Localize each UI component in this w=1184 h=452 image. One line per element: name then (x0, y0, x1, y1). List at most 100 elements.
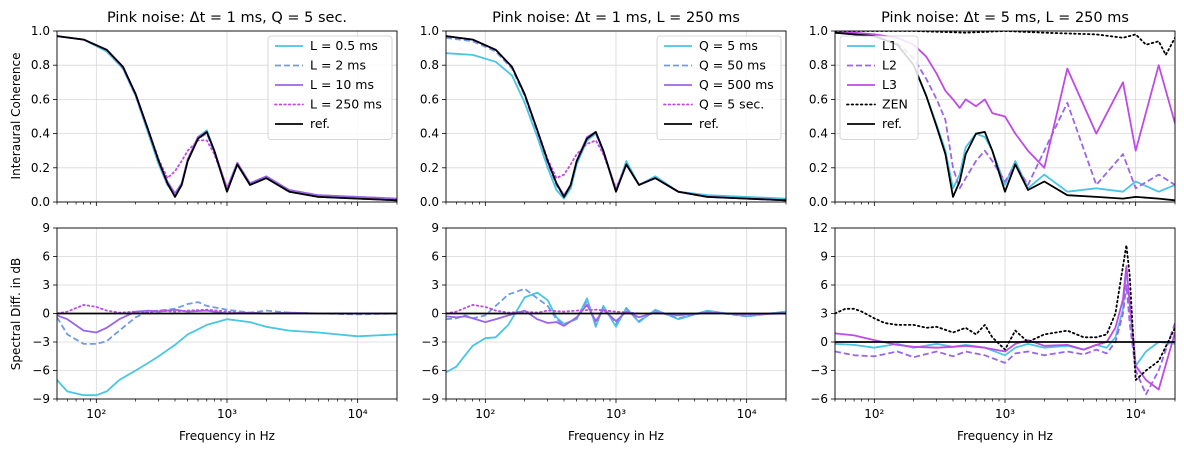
series-group (835, 244, 1175, 396)
y-tick-label: 1.0 (420, 24, 439, 38)
series-line-4 (835, 244, 1175, 381)
y-tick-label: 1.0 (809, 24, 828, 38)
ylabel-bottom: Spectral Diff. in dB (9, 258, 23, 370)
y-tick-label: 0.2 (809, 161, 828, 175)
axes-frame (834, 227, 1176, 400)
y-tick-label: 0.8 (31, 58, 50, 72)
y-tick-label: −3 (421, 335, 439, 349)
legend-label: Q = 500 ms (699, 77, 774, 92)
y-tick-label: 0.2 (31, 161, 50, 175)
y-tick-label: 0.4 (809, 127, 828, 141)
series-line-4 (57, 304, 251, 315)
x-axis-label: Frequency in Hz (179, 429, 275, 443)
y-tick-label: 0.0 (809, 195, 828, 209)
series-group (446, 287, 786, 374)
x-tick-label: 10² (864, 407, 884, 421)
y-tick-label: 0.6 (31, 92, 50, 106)
y-tick-label: −9 (421, 392, 439, 406)
x-tick-label: 10⁴ (348, 407, 368, 421)
y-tick-label: 1.0 (31, 24, 50, 38)
legend-label: L1 (882, 38, 897, 53)
legend-label: L = 2 ms (310, 58, 366, 73)
legend: L1 L2 L3 ZEN ref. (839, 35, 919, 140)
legend-label: L = 250 ms (310, 97, 382, 112)
panel-1: 0.0 0.2 0.4 0.6 0.8 1.0 Pink noise: Δt = 1 ms,… (31, 10, 398, 209)
panel-2: 0.0 0.2 0.4 0.6 0.8 1.0 Pink noise: Δt = 1 ms,… (420, 10, 787, 209)
y-tick-label: −9 (32, 392, 50, 406)
y-tick-label: 0.4 (420, 127, 439, 141)
y-tick-label: 0.6 (420, 92, 439, 106)
y-tick-label: 0.4 (31, 127, 50, 141)
x-tick-label: 10⁴ (737, 407, 757, 421)
y-tick-label: 6 (431, 250, 439, 264)
x-tick-label: 10³ (995, 407, 1015, 421)
legend-label: L2 (882, 58, 897, 73)
y-tick-label: 6 (42, 250, 50, 264)
panel-title: Pink noise: Δt = 1 ms, L = 250 ms (492, 10, 740, 26)
y-tick-label: 0.8 (420, 58, 439, 72)
series-line-1 (57, 318, 397, 397)
legend-box (839, 35, 919, 140)
legend-label: ZEN (882, 97, 908, 112)
legend-box (267, 35, 393, 140)
axes-frame (445, 227, 787, 400)
y-tick-label: 9 (431, 221, 439, 235)
y-tick-label: 0.0 (420, 195, 439, 209)
panel-3: 0.0 0.2 0.4 0.6 0.8 1.0 Pink noise: Δt = 5 ms,… (809, 10, 1176, 209)
series-line-4 (446, 304, 640, 315)
x-tick-label: 10⁴ (1126, 407, 1146, 421)
legend-label: L = 0.5 ms (310, 38, 378, 53)
legend-label: Q = 5 ms (699, 38, 758, 53)
series-line-2 (835, 284, 1175, 396)
panel-title: Pink noise: Δt = 1 ms, Q = 5 sec. (107, 10, 347, 26)
y-tick-label: 0.6 (809, 92, 828, 106)
y-tick-label: 0 (42, 307, 50, 321)
x-tick-label: 10² (475, 407, 495, 421)
panel-title: Pink noise: Δt = 5 ms, L = 250 ms (881, 10, 1129, 26)
axes-frame (56, 227, 398, 400)
y-tick-label: −3 (32, 335, 50, 349)
ylabel-top: Interaural Coherence (9, 53, 23, 180)
legend-label: L3 (882, 77, 897, 92)
y-tick-label: −6 (421, 364, 439, 378)
legend-label: ref. (882, 116, 902, 131)
y-tick-label: −6 (32, 364, 50, 378)
series-group (57, 301, 397, 397)
series-line-2 (446, 287, 786, 326)
legend: Q = 5 ms Q = 50 ms Q = 500 ms Q = 5 sec. ref… (656, 35, 782, 140)
legend-label: ref. (699, 116, 719, 131)
series-line-5 (446, 35, 786, 202)
y-tick-label: 3 (42, 278, 50, 292)
y-tick-label: −3 (810, 364, 828, 378)
y-tick-label: 0 (820, 335, 828, 349)
y-tick-label: 3 (431, 278, 439, 292)
series-line-4 (835, 31, 1175, 56)
legend: L = 0.5 ms L = 2 ms L = 10 ms L = 250 ms ref… (267, 35, 393, 140)
legend-label: ref. (310, 116, 330, 131)
x-tick-label: 10² (86, 407, 106, 421)
y-tick-label: 6 (820, 278, 828, 292)
series-line-3 (835, 265, 1175, 391)
legend-label: Q = 5 sec. (699, 97, 764, 112)
panel-5: 10² 10³ 10⁴ −9 −6 −3 0 3 6 9 Frequency in Hz (421, 221, 787, 443)
y-tick-label: 0 (431, 307, 439, 321)
axes-frame (56, 30, 398, 203)
panel-4: 10² 10³ 10⁴ −9 −6 −3 0 3 6 9 Frequency in Hz (32, 221, 398, 443)
x-axis-label: Frequency in Hz (568, 429, 664, 443)
legend-label: L = 10 ms (310, 77, 374, 92)
series-group (446, 35, 786, 202)
y-tick-label: 0.2 (420, 161, 439, 175)
y-tick-label: 12 (813, 221, 828, 235)
y-tick-label: 0.8 (809, 58, 828, 72)
legend-box (656, 35, 782, 140)
x-axis-label: Frequency in Hz (957, 429, 1053, 443)
axes-frame (834, 30, 1176, 203)
panel-6: 10² 10³ 10⁴ −6 −3 0 3 6 9 12 Frequency in Hz (810, 221, 1176, 443)
y-tick-label: 9 (42, 221, 50, 235)
y-tick-label: −6 (810, 392, 828, 406)
axes-frame (445, 30, 787, 203)
y-tick-label: 9 (820, 250, 828, 264)
series-line-5 (57, 35, 397, 202)
